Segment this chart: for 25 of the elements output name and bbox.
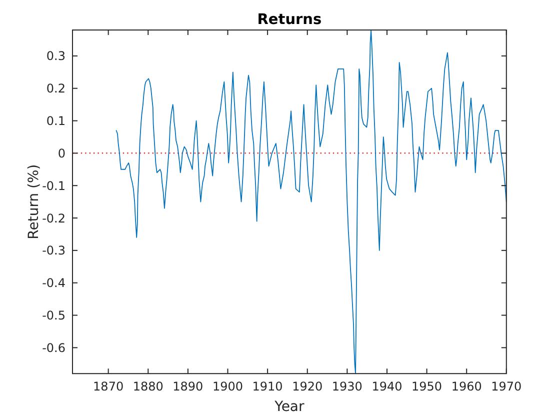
y-tick-label: 0.1: [46, 114, 66, 128]
y-tick-label: -0.3: [42, 244, 66, 258]
x-tick-label: 1880: [132, 380, 164, 394]
y-tick-label: 0.2: [46, 82, 66, 96]
y-tick-label: 0: [58, 146, 66, 160]
y-tick-label: -0.4: [42, 276, 66, 290]
x-tick-label: 1900: [212, 380, 244, 394]
y-tick-label: -0.5: [42, 308, 66, 323]
y-tick-label: -0.1: [42, 178, 66, 193]
y-tick-label: -0.2: [42, 211, 66, 226]
line-series: [116, 30, 507, 374]
x-tick-label: 1970: [491, 380, 522, 394]
x-tick-label: 1890: [172, 380, 204, 394]
y-axis-title: Return (%): [26, 164, 42, 240]
x-tick-label: 1870: [93, 380, 124, 394]
x-tick-label: 1960: [451, 380, 482, 394]
chart-title: Returns: [257, 12, 322, 28]
y-tick-label: 0.3: [46, 49, 66, 64]
x-axis-title: Year: [274, 399, 305, 415]
x-tick-label: 1940: [372, 380, 402, 394]
x-tick-label: 1930: [332, 380, 362, 394]
x-tick-label: 1920: [292, 380, 323, 394]
x-tick-label: 1950: [412, 380, 442, 394]
y-tick-label: -0.6: [42, 340, 66, 355]
x-tick-label: 1910: [252, 380, 283, 394]
